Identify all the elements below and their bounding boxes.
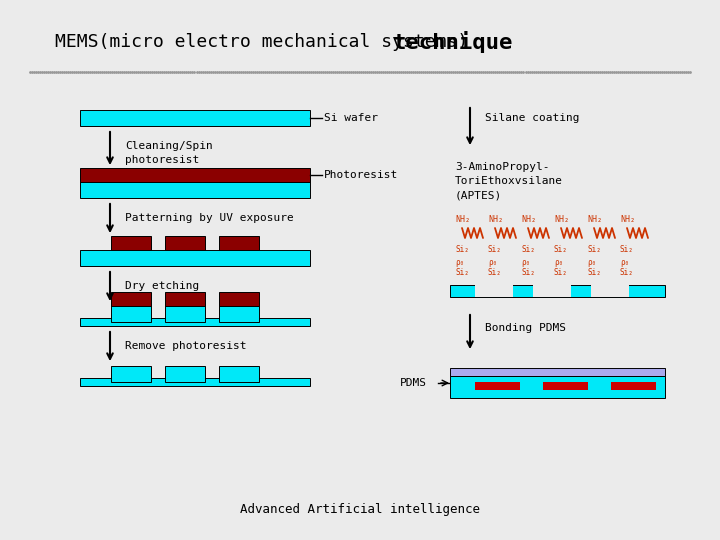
Text: NH₂: NH₂ — [554, 215, 569, 224]
Text: Bonding PDMS: Bonding PDMS — [485, 323, 566, 333]
Bar — [111, 366, 151, 382]
Text: Si₂: Si₂ — [455, 268, 469, 277]
Bar — [219, 366, 259, 382]
Text: Si₂: Si₂ — [521, 245, 535, 254]
Text: Si₂: Si₂ — [587, 245, 601, 254]
Text: technique: technique — [393, 31, 513, 53]
Bar — [80, 378, 310, 386]
Text: ρ₀: ρ₀ — [488, 258, 498, 267]
Bar — [80, 168, 310, 182]
Text: ρ₀: ρ₀ — [521, 258, 530, 267]
Text: Cleaning/Spin: Cleaning/Spin — [125, 141, 212, 151]
Text: NH₂: NH₂ — [455, 215, 470, 224]
Text: Patterning by UV exposure: Patterning by UV exposure — [125, 213, 294, 223]
Text: photoresist: photoresist — [125, 155, 199, 165]
Text: Dry etching: Dry etching — [125, 281, 199, 291]
Bar — [111, 236, 151, 250]
Text: Si₂: Si₂ — [521, 268, 535, 277]
Text: Si₂: Si₂ — [488, 268, 502, 277]
Bar — [219, 306, 259, 322]
Bar — [450, 368, 665, 376]
Bar — [165, 236, 205, 250]
Bar — [165, 292, 205, 306]
Bar — [80, 182, 310, 198]
Bar — [450, 285, 665, 297]
Text: Photoresist: Photoresist — [324, 170, 398, 180]
Bar — [80, 110, 310, 126]
Bar — [219, 292, 259, 306]
Text: Si₂: Si₂ — [620, 245, 634, 254]
Bar — [80, 318, 310, 326]
Text: Si₂: Si₂ — [554, 245, 568, 254]
Bar — [475, 382, 520, 390]
Text: Remove photoresist: Remove photoresist — [125, 341, 246, 351]
Bar — [219, 236, 259, 250]
Text: ρ₀: ρ₀ — [455, 258, 464, 267]
Bar — [111, 292, 151, 306]
Text: PDMS: PDMS — [400, 378, 427, 388]
Text: Si₂: Si₂ — [488, 245, 502, 254]
Bar — [165, 306, 205, 322]
Text: Advanced Artificial intelligence: Advanced Artificial intelligence — [240, 503, 480, 516]
Text: NH₂: NH₂ — [521, 215, 536, 224]
Text: Si₂: Si₂ — [620, 268, 634, 277]
Bar — [611, 382, 656, 390]
Text: MEMS(micro electro mechanical systems): MEMS(micro electro mechanical systems) — [55, 33, 479, 51]
Bar — [80, 250, 310, 266]
Bar — [165, 366, 205, 382]
Bar — [543, 382, 588, 390]
Text: ρ₀: ρ₀ — [587, 258, 596, 267]
Bar — [450, 376, 665, 398]
Text: Silane coating: Silane coating — [485, 113, 580, 123]
Text: Si₂: Si₂ — [587, 268, 601, 277]
Text: ρ₀: ρ₀ — [620, 258, 629, 267]
Bar — [111, 306, 151, 322]
Text: ToriEthoxvsilane: ToriEthoxvsilane — [455, 176, 563, 186]
Text: NH₂: NH₂ — [488, 215, 503, 224]
Text: NH₂: NH₂ — [620, 215, 635, 224]
Bar — [591, 285, 629, 297]
Text: NH₂: NH₂ — [587, 215, 602, 224]
Text: ρ₀: ρ₀ — [554, 258, 563, 267]
Text: Si wafer: Si wafer — [324, 113, 378, 123]
Text: 3-AminoPropyl-: 3-AminoPropyl- — [455, 162, 549, 172]
Bar — [475, 285, 513, 297]
Text: (APTES): (APTES) — [455, 190, 503, 200]
Text: Si₂: Si₂ — [455, 245, 469, 254]
Bar — [533, 285, 571, 297]
Text: Si₂: Si₂ — [554, 268, 568, 277]
